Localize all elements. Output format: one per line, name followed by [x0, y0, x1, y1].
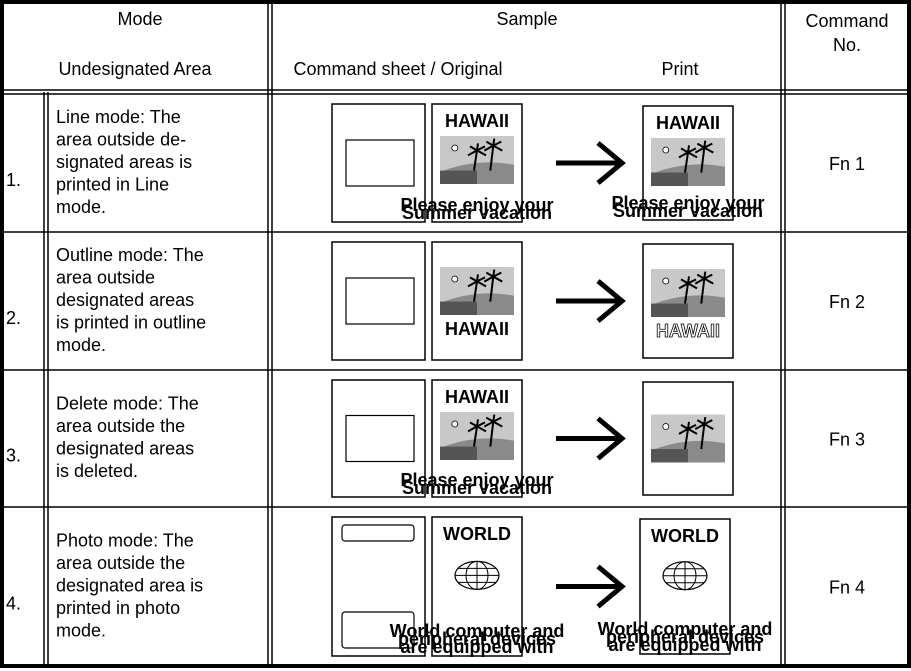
sun — [662, 277, 670, 285]
doc-caption: World computer and — [390, 621, 565, 641]
command-no: Fn 2 — [829, 292, 865, 312]
row-number: 4. — [6, 593, 21, 613]
doc-title: WORLD — [443, 524, 511, 544]
row-number: 3. — [6, 445, 21, 465]
header-command: Command — [805, 11, 888, 31]
description-line: designated areas — [56, 290, 194, 310]
description-line: area outside de- — [56, 129, 186, 149]
sea — [651, 303, 688, 317]
row-number: 2. — [6, 308, 21, 328]
description-line: printed in Line — [56, 174, 169, 194]
palm — [483, 269, 503, 302]
description-line: designated area is — [56, 575, 203, 595]
description-line: Outline mode: The — [56, 245, 204, 265]
doc-caption: Please enjoy your — [611, 193, 764, 213]
doc-caption: Please enjoy your — [400, 195, 553, 215]
doc-caption: Summer vacation — [613, 201, 763, 221]
palm — [678, 276, 698, 304]
description-line: designated areas — [56, 439, 194, 459]
palm — [483, 414, 503, 447]
doc-caption: Please enjoy your — [400, 470, 553, 490]
sea — [440, 301, 477, 315]
doc-caption: peripheral devices — [398, 629, 556, 649]
doc-caption: are equipped with — [400, 637, 553, 657]
command-no: Fn 4 — [829, 577, 865, 597]
sea — [651, 172, 688, 186]
doc-title: HAWAII — [656, 321, 720, 341]
description-line: mode. — [56, 335, 106, 355]
doc-title: HAWAII — [445, 387, 509, 407]
globe-meridian — [673, 561, 697, 591]
sun — [451, 275, 459, 283]
doc-caption: peripheral devices — [606, 627, 764, 647]
header-mode: Mode — [117, 9, 162, 29]
header-original: Command sheet / Original — [293, 59, 502, 79]
sun — [451, 420, 459, 428]
arrow — [556, 416, 626, 461]
palm — [694, 416, 714, 450]
designated-area — [341, 611, 415, 649]
palm — [694, 271, 714, 304]
description-line: Delete mode: The — [56, 394, 199, 414]
palm — [467, 143, 487, 171]
arrow — [556, 564, 626, 609]
description-line: Line mode: The — [56, 107, 181, 127]
description-line: area outside the — [56, 553, 185, 573]
row-number: 1. — [6, 170, 21, 190]
doc-caption: are equipped with — [608, 635, 761, 655]
doc-title: HAWAII — [445, 319, 509, 339]
palm — [467, 274, 487, 302]
globe-lines — [455, 561, 499, 590]
globe-lines — [663, 561, 707, 590]
command-no: Fn 1 — [829, 154, 865, 174]
designated-area — [345, 139, 415, 187]
doc-title: HAWAII — [445, 111, 509, 131]
description-line: is deleted. — [56, 461, 138, 481]
arrow — [556, 279, 626, 323]
sea — [651, 449, 688, 463]
designated-area — [341, 524, 415, 542]
header-sample: Sample — [496, 9, 557, 29]
sea — [440, 446, 477, 460]
sun — [662, 146, 670, 154]
doc-title: HAWAII — [656, 113, 720, 133]
description-line: area outside the — [56, 416, 185, 436]
palm — [694, 140, 714, 173]
palm — [467, 419, 487, 447]
sun — [451, 144, 459, 152]
doc-caption: Summer vacation — [402, 478, 552, 498]
arrow — [556, 141, 626, 185]
doc-caption: Summer vacation — [402, 203, 552, 223]
description-line: signated areas is — [56, 152, 192, 172]
description-line: mode. — [56, 620, 106, 640]
palm — [678, 421, 698, 450]
designated-area — [345, 277, 415, 325]
header-undesignated: Undesignated Area — [58, 59, 212, 79]
description-line: printed in photo — [56, 598, 180, 618]
doc-caption: World computer and — [598, 619, 773, 639]
description-line: Photo mode: The — [56, 530, 194, 550]
description-line: is printed in outline — [56, 312, 206, 332]
header-command-no: No. — [833, 35, 861, 55]
doc-title: WORLD — [651, 526, 719, 546]
header-print: Print — [661, 59, 698, 79]
description-line: mode. — [56, 197, 106, 217]
command-no: Fn 3 — [829, 429, 865, 449]
globe-meridian — [465, 560, 489, 590]
palm — [483, 138, 503, 171]
sun — [662, 423, 670, 430]
palm — [678, 145, 698, 173]
sea — [440, 170, 477, 184]
designated-area — [345, 414, 415, 463]
description-line: area outside — [56, 267, 155, 287]
